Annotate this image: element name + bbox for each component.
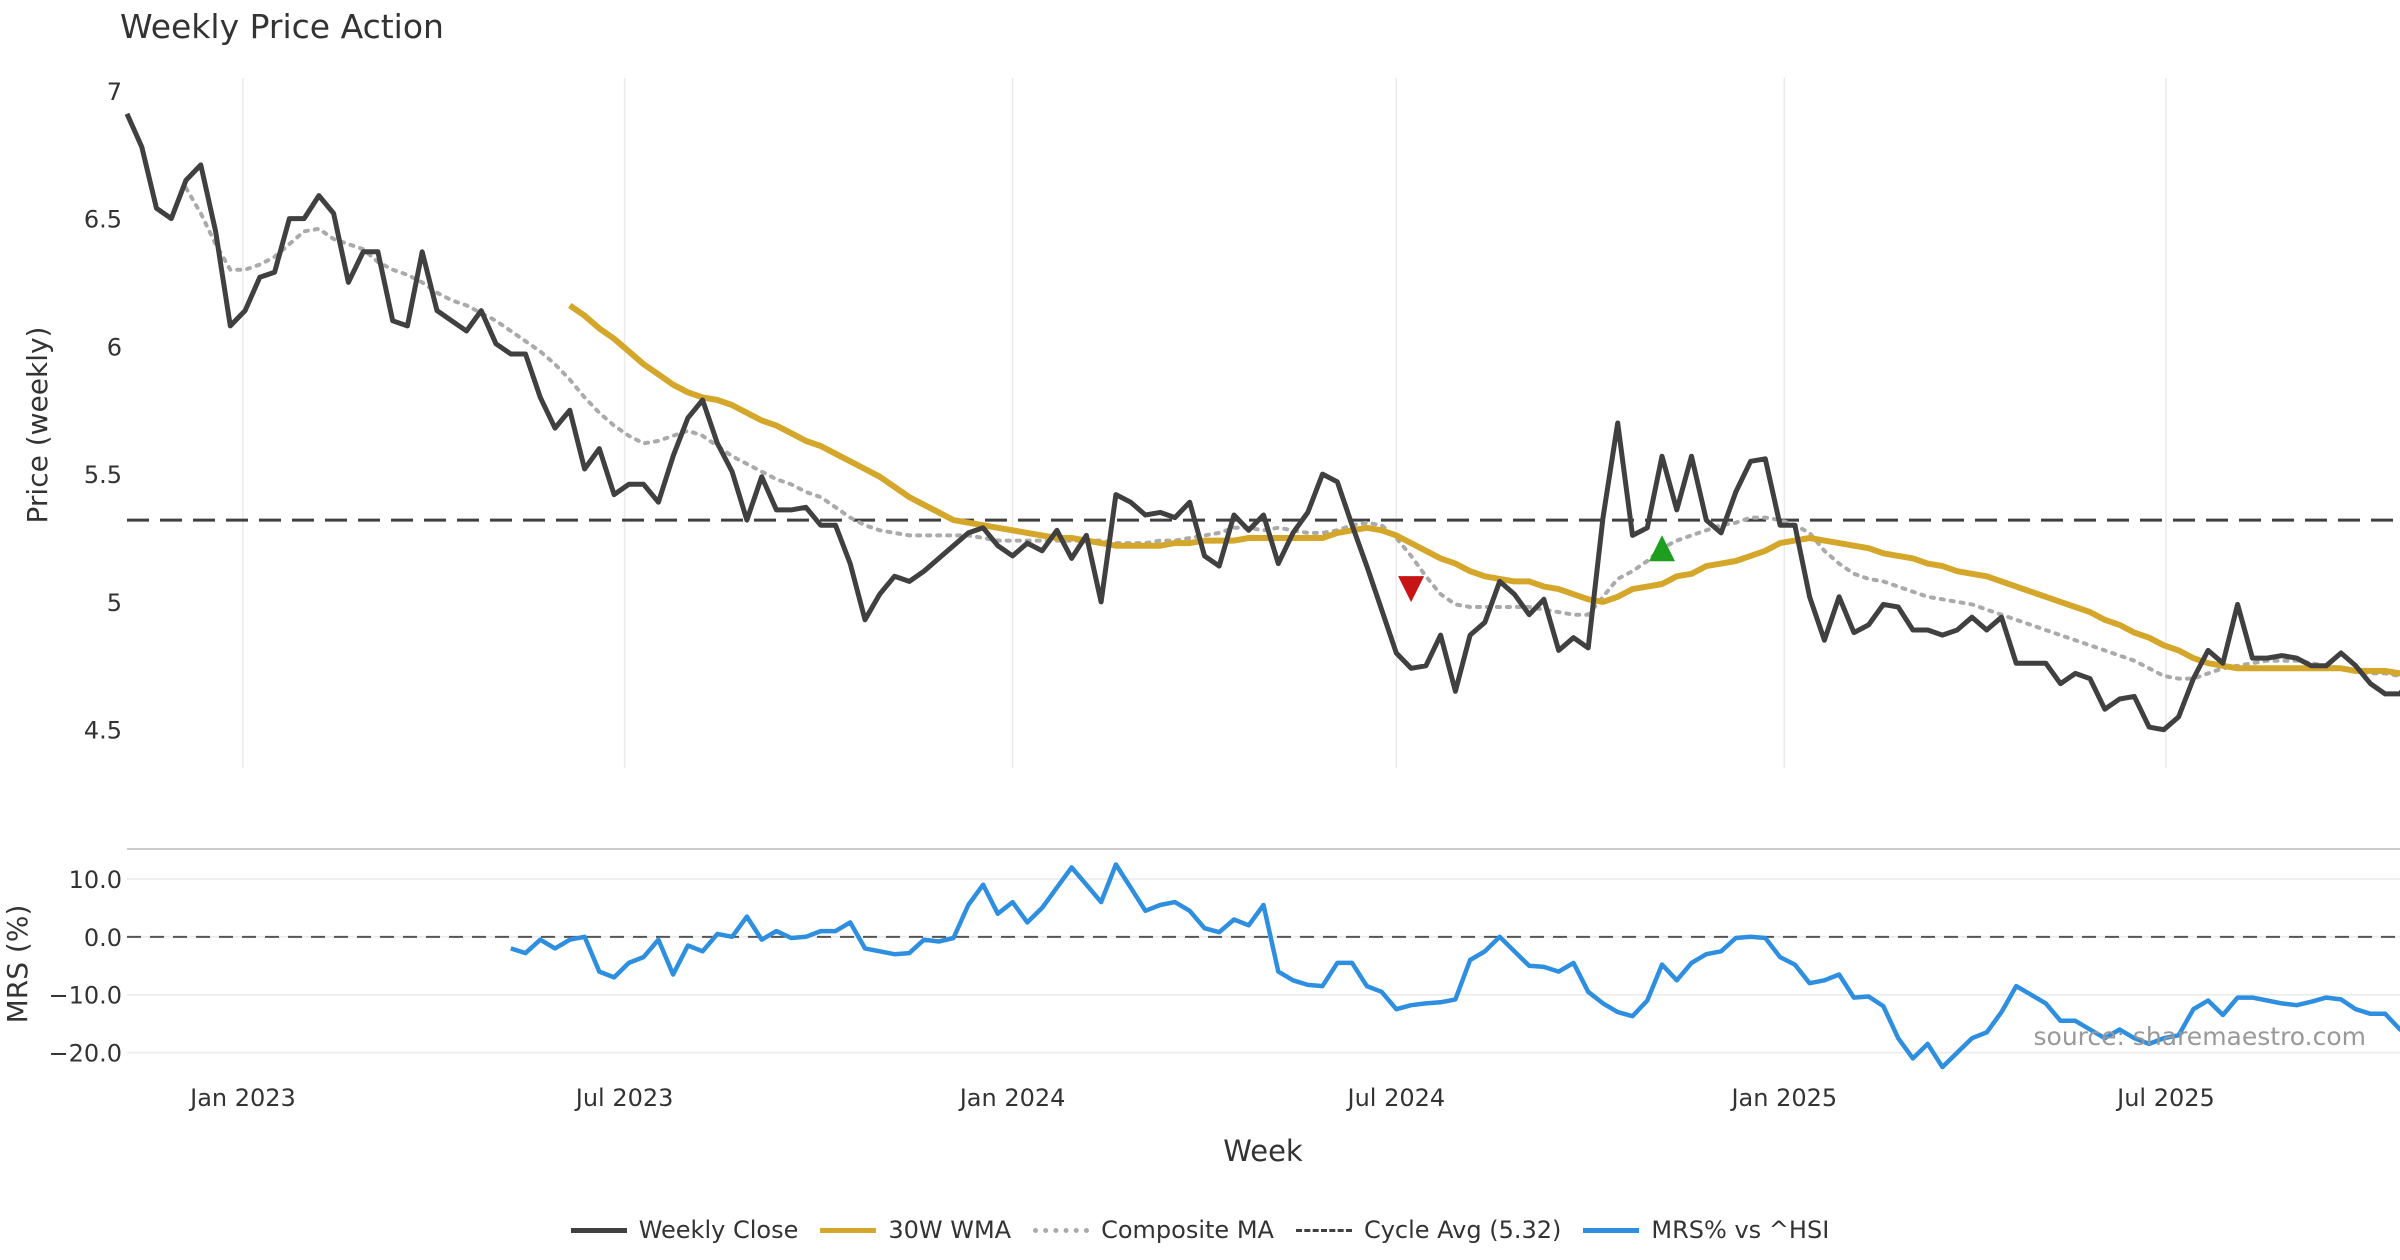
sell-signal-marker <box>1398 576 1425 603</box>
legend-label-composite-ma: Composite MA <box>1101 1216 1274 1244</box>
legend-swatch-mrs <box>1583 1227 1640 1233</box>
mrs-y-ticks: 10.0 0.0 −10.0 −20.0 <box>48 866 122 1068</box>
chart-title: Weekly Price Action <box>120 7 444 46</box>
legend-label-wma: 30W WMA <box>888 1216 1012 1244</box>
legend-item-cycle-avg: Cycle Avg (5.32) <box>1295 1216 1562 1244</box>
mrs-y-tick-label: −20.0 <box>48 1040 122 1068</box>
x-tick-label: Jul 2025 <box>2115 1084 2215 1112</box>
mrs-y-axis-label: MRS (%) <box>1 905 34 1024</box>
legend-item-composite-ma: Composite MA <box>1033 1216 1274 1244</box>
x-axis-label: Week <box>1223 1134 1303 1168</box>
x-tick-label: Jan 2025 <box>1729 1084 1837 1112</box>
mrs-y-tick-label: −10.0 <box>48 982 122 1010</box>
price-y-tick-label: 6.5 <box>84 206 122 234</box>
x-ticks: Jan 2023 Jul 2023 Jan 2024 Jul 2024 Jan 2025… <box>188 1084 2215 1112</box>
price-gridlines <box>242 78 2167 768</box>
watermark: source: sharemaestro.com <box>2034 1022 2367 1051</box>
mrs-y-tick-label: 0.0 <box>84 924 122 952</box>
weekly-close-line <box>124 112 2400 733</box>
legend-swatch-weekly-close <box>570 1227 627 1233</box>
x-tick-label: Jan 2023 <box>188 1084 296 1112</box>
legend-swatch-cycle-avg <box>1295 1228 1352 1232</box>
legend-item-wma: 30W WMA <box>820 1216 1011 1244</box>
mrs-line <box>510 862 2400 1070</box>
legend-label-mrs: MRS% vs ^HSI <box>1651 1216 1830 1244</box>
composite-ma-line <box>184 185 2400 681</box>
price-y-tick-label: 5.5 <box>84 461 122 489</box>
y-axis-label: Price (weekly) <box>21 327 54 524</box>
x-tick-label: Jul 2024 <box>1346 1084 1446 1112</box>
legend-swatch-composite-ma <box>1033 1227 1090 1233</box>
x-tick-label: Jul 2023 <box>574 1084 674 1112</box>
legend: Weekly Close 30W WMA Composite MA Cycle … <box>0 1210 2400 1250</box>
buy-signal-marker <box>1649 535 1676 562</box>
legend-item-weekly-close: Weekly Close <box>570 1216 799 1244</box>
wma-30w-line <box>568 302 2400 677</box>
legend-item-mrs: MRS% vs ^HSI <box>1583 1216 1829 1244</box>
x-tick-label: Jan 2024 <box>958 1084 1066 1112</box>
price-chart: Weekly Price Action 4.5 5 5.5 6 6.5 7 10.0 0.0… <box>1 7 2400 1168</box>
price-y-tick-label: 4.5 <box>84 717 122 745</box>
legend-label-weekly-close: Weekly Close <box>638 1216 799 1244</box>
price-y-ticks: 4.5 5 5.5 6 6.5 7 <box>84 78 122 745</box>
price-y-tick-label: 7 <box>107 78 122 106</box>
price-y-tick-label: 5 <box>107 589 122 617</box>
legend-label-cycle-avg: Cycle Avg (5.32) <box>1363 1216 1562 1244</box>
mrs-y-tick-label: 10.0 <box>69 866 122 894</box>
legend-swatch-wma <box>820 1227 877 1233</box>
price-y-tick-label: 6 <box>107 333 122 361</box>
